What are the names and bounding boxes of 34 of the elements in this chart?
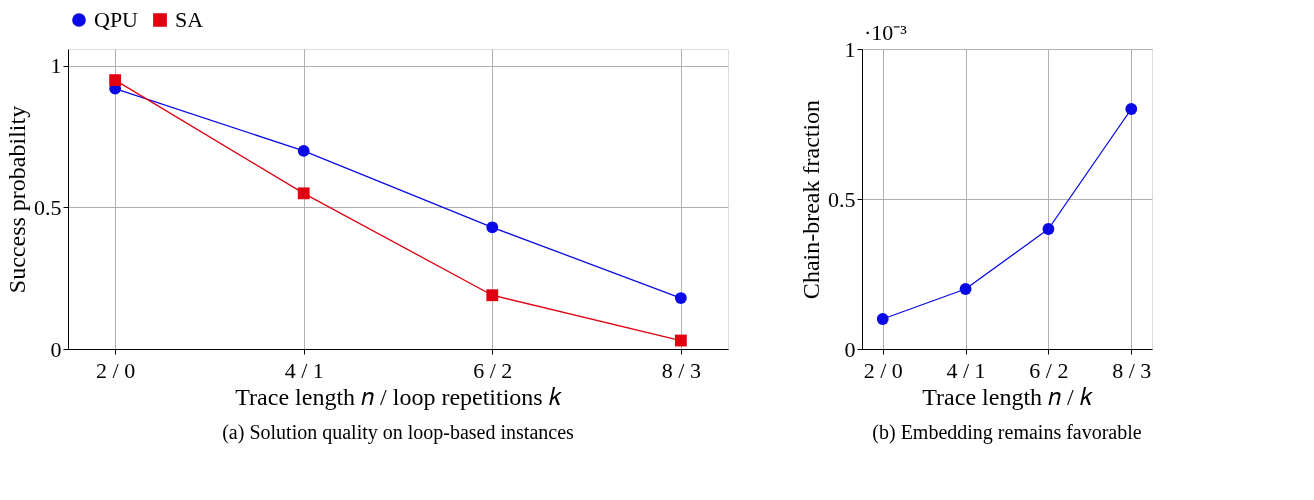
text: ·10⁻³	[864, 20, 908, 45]
y-axis-title: Chain-break fraction	[798, 99, 824, 300]
point	[959, 283, 972, 295]
text: (b) Embedding remains favorable	[872, 421, 1142, 444]
point	[297, 187, 310, 200]
y-axis-title: Success probability	[4, 105, 30, 294]
x-tick-label: 6 / 2	[1029, 357, 1069, 383]
x-axis-title: Trace length 𝑛 / 𝑘	[922, 383, 1093, 410]
y-tick-label: 0.5	[34, 194, 62, 220]
y-tick-label: 0	[844, 336, 856, 362]
text: (a) Solution quality on loop-based instances	[222, 421, 575, 444]
y-tick-label: 0	[50, 336, 62, 362]
legend-label: SA	[175, 7, 204, 32]
point	[674, 334, 687, 347]
x-tick-label: 8 / 3	[1112, 357, 1152, 383]
x-tick-label: 4 / 1	[284, 357, 324, 383]
y-tick-label: 1	[844, 36, 856, 62]
point	[876, 313, 889, 325]
x-axis-title: Trace length 𝑛 / loop repetitions 𝑘	[235, 383, 562, 410]
point	[674, 292, 687, 304]
point	[1125, 103, 1138, 115]
y-tick-label: 1	[50, 53, 62, 79]
legend-label: QPU	[94, 7, 139, 32]
point	[486, 221, 499, 234]
point	[109, 74, 122, 87]
point	[486, 289, 499, 302]
x-tick-label: 2 / 0	[96, 357, 136, 383]
x-tick-label: 8 / 3	[661, 357, 701, 383]
x-tick-label: 6 / 2	[473, 357, 513, 383]
point	[297, 144, 310, 157]
x-tick-label: 2 / 0	[863, 357, 903, 383]
x-tick-label: 4 / 1	[946, 357, 986, 383]
y-tick-label: 0.5	[828, 186, 856, 212]
point	[1042, 223, 1055, 235]
